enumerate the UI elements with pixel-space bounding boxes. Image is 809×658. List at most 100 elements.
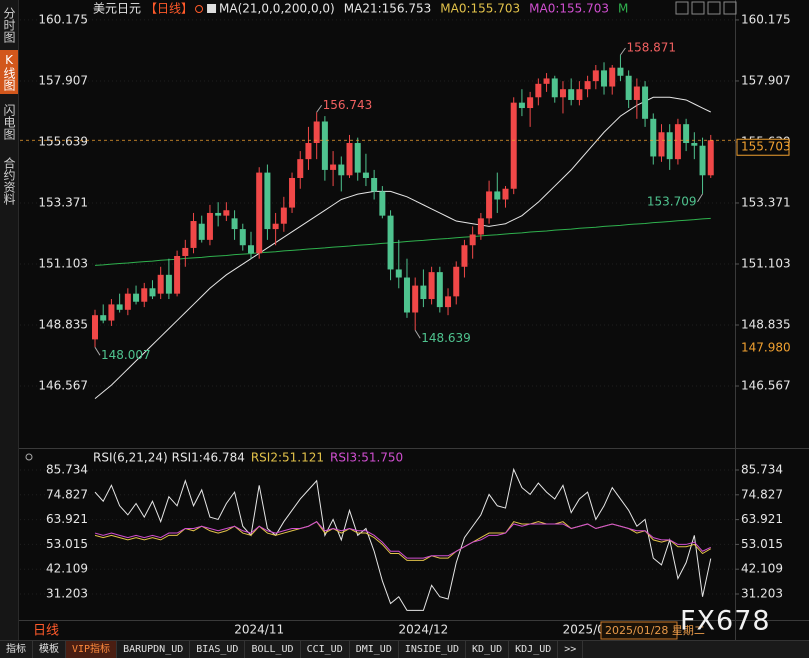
y-tick-label-right: 153.371 [741, 195, 791, 209]
candle-body [559, 89, 566, 98]
candle-body [190, 221, 197, 248]
candle-body [305, 143, 312, 160]
ma-icon[interactable] [207, 4, 217, 13]
toolbar-button[interactable]: CCI_UD [301, 641, 350, 658]
series-line [94, 521, 711, 559]
toolbar: 指标 模板 VIP指标 BARUPDN_UD BIAS_UD BOLL_UD CCI_UD D… [0, 640, 809, 658]
extreme-label: 148.007 [101, 348, 151, 362]
sidebar-tab[interactable]: 合约资料 [2, 157, 16, 205]
y-tick-label: 146.567 [38, 379, 88, 393]
x-tick-label: 2025/01 [563, 623, 613, 637]
crosshair-date: 2025/01/28 星期二 [605, 624, 705, 637]
icon[interactable] [675, 1, 689, 15]
extreme-pointer [316, 104, 323, 113]
series-line [94, 467, 712, 611]
price-marker-label: 147.980 [741, 341, 791, 355]
legend-entry: MA(21,0,0,200,0,0) [219, 2, 335, 16]
candle-body [617, 67, 624, 76]
y-tick-label: 63.921 [46, 512, 88, 526]
candle-body [674, 124, 681, 160]
candle-body [412, 285, 419, 313]
y-tick-label: 148.835 [38, 318, 88, 332]
candle-body [436, 272, 443, 308]
icon[interactable] [691, 1, 705, 15]
icon[interactable] [723, 1, 737, 15]
toolbar-button[interactable]: 指标 [0, 641, 33, 658]
toolbar-button[interactable]: BARUPDN_UD [117, 641, 191, 658]
y-tick-label-right: 146.567 [741, 379, 791, 393]
candle-body [280, 207, 287, 224]
candle-body [330, 164, 337, 170]
candle-body [198, 223, 205, 240]
legend-entry: MA0:155.703 [440, 2, 520, 16]
toolbar-button[interactable]: KD_UD [466, 641, 510, 658]
series-line [94, 96, 711, 399]
y-tick-label-right: 42.109 [741, 562, 783, 576]
candle-body [403, 277, 410, 313]
x-tick-label: 2024/11 [234, 623, 284, 637]
candle-body [338, 164, 345, 176]
y-tick-label: 160.175 [38, 12, 88, 26]
candle-body [346, 143, 353, 176]
y-tick-label: 151.103 [38, 256, 88, 270]
candle-body [420, 285, 427, 300]
legend-entry: RSI2:51.121 [251, 451, 324, 465]
candle-body [535, 83, 542, 98]
candle-body [100, 315, 107, 321]
candle-body [477, 218, 484, 235]
candle-body [371, 177, 378, 192]
toolbar-button[interactable]: BOLL_UD [245, 641, 301, 658]
toolbar-button[interactable]: VIP指标 [66, 641, 118, 658]
candle-body [568, 89, 575, 100]
candle-body [256, 172, 263, 254]
candle-body [494, 191, 501, 200]
y-tick-label-right: 31.203 [741, 587, 783, 601]
extreme-pointer [94, 347, 101, 356]
toolbar-button[interactable]: >> [558, 641, 584, 658]
last-price-label: 155.703 [741, 140, 791, 154]
candle-body [182, 247, 189, 256]
icon[interactable] [707, 1, 721, 15]
legend-entry: MA0:155.703 [529, 2, 609, 16]
candle-body [518, 102, 525, 109]
sidebar-tab[interactable]: 闪电图 [2, 104, 16, 140]
last-price-box [736, 138, 790, 156]
toolbar-button[interactable]: 模板 [33, 641, 66, 658]
period-tag: 【日线】 [145, 2, 193, 16]
extreme-label: 153.709 [647, 194, 697, 208]
candle-body [527, 97, 534, 109]
price-marker-box [737, 340, 789, 357]
rsi-title: RSI(6,21,24) [93, 451, 168, 465]
toolbar-button[interactable]: KDJ_UD [509, 641, 559, 658]
indicator-icon[interactable] [25, 453, 33, 461]
candle-body [428, 272, 435, 300]
x-tick-label: 2024/12 [398, 623, 448, 637]
series-line [94, 217, 711, 266]
chart-title: 美元日元 [93, 2, 141, 16]
candle-body [108, 304, 115, 321]
sidebar: 分时图 K线图闪电图合约资料 [0, 0, 19, 640]
candle-body [354, 143, 361, 173]
legend-entry: M [618, 2, 628, 16]
candle-body [215, 212, 222, 216]
candle-body [247, 245, 254, 254]
candle-body [165, 274, 172, 294]
candle-body [157, 274, 164, 294]
candle-body [707, 140, 714, 176]
y-tick-label: 53.015 [46, 537, 88, 551]
sidebar-tab[interactable]: 分时图 [2, 7, 16, 43]
candle-body [502, 188, 509, 200]
y-tick-label: 157.907 [38, 73, 88, 87]
sidebar-tab[interactable]: K线图 [0, 50, 18, 94]
toolbar-button[interactable]: BIAS_UD [190, 641, 246, 658]
toolbar-button[interactable]: INSIDE_UD [399, 641, 467, 658]
period-label: 日线 [33, 624, 59, 639]
candle-body [387, 215, 394, 270]
candle-body [699, 145, 706, 176]
settings-icon[interactable] [195, 5, 204, 13]
toolbar-button[interactable]: DMI_UD [350, 641, 399, 658]
rsi-legend: RSI(6,21,24) RSI1:46.784 RSI2:51.121 RSI3:… [25, 451, 403, 465]
